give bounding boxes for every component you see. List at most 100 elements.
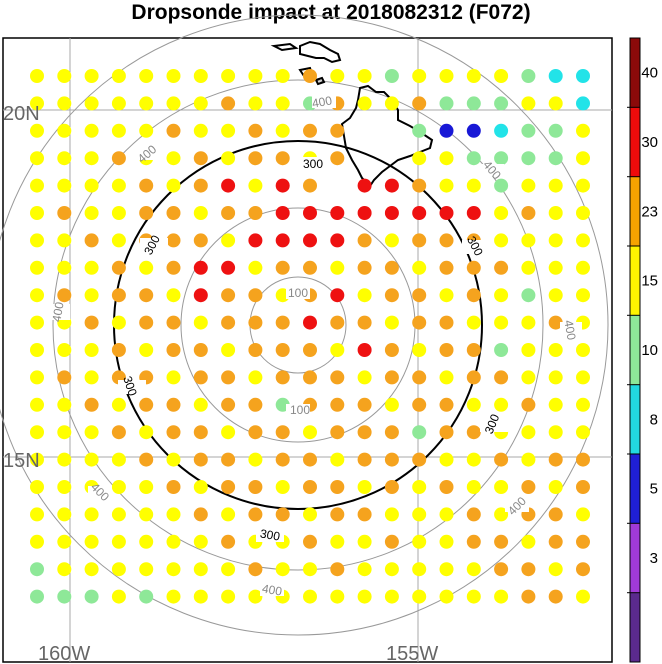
impact-dot (221, 507, 236, 522)
impact-dot (384, 233, 399, 248)
impact-dot (412, 370, 427, 385)
impact-dot (548, 589, 563, 604)
impact-dot (494, 151, 509, 166)
impact-dot (221, 343, 236, 357)
ring-label-bg (118, 380, 146, 394)
impact-dot (466, 288, 481, 303)
impact-dot (139, 206, 154, 220)
impact-dot (521, 397, 536, 412)
impact-dot (139, 534, 154, 549)
impact-dot (111, 562, 126, 577)
impact-dot (166, 151, 181, 166)
impact-dot (576, 425, 590, 440)
impact-dot (57, 233, 72, 248)
impact-dot (439, 370, 454, 385)
impact-dot (412, 507, 427, 522)
impact-dot (248, 589, 263, 604)
impact-dot (84, 589, 99, 604)
impact-dot (275, 123, 290, 138)
impact-dot (439, 425, 454, 440)
colorbar-segment (630, 38, 640, 108)
impact-dot (494, 123, 509, 138)
maui-outline (299, 40, 342, 64)
colorbar-segment (630, 315, 640, 385)
impact-dot (30, 452, 44, 467)
impact-dot (57, 206, 72, 220)
impact-dot (303, 534, 317, 549)
impact-dot (357, 425, 372, 440)
impact-dot (357, 206, 372, 220)
impact-dot (30, 260, 44, 275)
impact-dot (139, 507, 154, 522)
impact-dot (221, 69, 236, 83)
impact-dot (111, 343, 126, 357)
colorbar: 3 5 8 10 15 23 30 40 (627, 37, 658, 663)
impact-dot (330, 589, 345, 604)
impact-dot (248, 425, 263, 440)
impact-dot (494, 96, 509, 111)
impact-dot (84, 315, 99, 330)
colorbar-segment (630, 107, 640, 177)
colorbar-label: 30 (641, 134, 658, 151)
impact-dot (84, 562, 99, 577)
impact-dot (30, 397, 44, 412)
impact-dot (166, 534, 181, 549)
lat-label-20n: 20N (3, 103, 40, 125)
impact-dot (576, 178, 590, 193)
impact-dot (466, 452, 481, 467)
impact-dot (521, 233, 536, 248)
impact-dot (576, 206, 590, 220)
impact-dot (275, 260, 290, 275)
impact-dot (330, 206, 345, 220)
impact-dot (494, 370, 509, 385)
impact-dot (548, 260, 563, 275)
impact-dot (30, 315, 44, 330)
ring-label-400-left: 400 (49, 301, 66, 323)
impact-dot (466, 534, 481, 549)
impact-dot (275, 480, 290, 494)
map-title: Dropsonde impact at 2018082312 (F072) (131, 1, 531, 24)
impact-dot (357, 233, 372, 248)
impact-dot (330, 233, 345, 248)
impact-dot (166, 96, 181, 111)
impact-dot (57, 69, 72, 83)
impact-dot (494, 315, 509, 330)
impact-dot (303, 343, 317, 357)
impact-dot (548, 343, 563, 357)
impact-dot (221, 589, 236, 604)
impact-dot (521, 315, 536, 330)
impact-dot (494, 507, 509, 522)
impact-dot (357, 562, 372, 577)
impact-dot (412, 562, 427, 577)
impact-dot (193, 534, 208, 549)
impact-dot (139, 178, 154, 193)
ring-label-bg (136, 148, 160, 160)
impact-dot (139, 343, 154, 357)
impact-dot (384, 507, 399, 522)
impact-dot (466, 507, 481, 522)
impact-dot (548, 425, 563, 440)
impact-dot (111, 534, 126, 549)
impact-dot (84, 151, 99, 166)
ring-label-bg (140, 238, 168, 252)
impact-dot (494, 343, 509, 357)
impact-dot (166, 397, 181, 412)
impact-dot (521, 425, 536, 440)
impact-dot (30, 96, 44, 111)
impact-dot (330, 69, 345, 83)
impact-dot (466, 206, 481, 220)
impact-dot (384, 534, 399, 549)
impact-dot (30, 534, 44, 549)
impact-dot (384, 397, 399, 412)
impact-dot (521, 288, 536, 303)
impact-dot (193, 425, 208, 440)
impact-dot (84, 260, 99, 275)
ring-400 (52, 79, 544, 571)
impact-dot (384, 562, 399, 577)
impact-dot (166, 343, 181, 357)
impact-dot (84, 507, 99, 522)
impact-dot (384, 69, 399, 83)
lon-label-155w: 155W (386, 643, 438, 664)
impact-dot (576, 288, 590, 303)
impact-dot (57, 151, 72, 166)
